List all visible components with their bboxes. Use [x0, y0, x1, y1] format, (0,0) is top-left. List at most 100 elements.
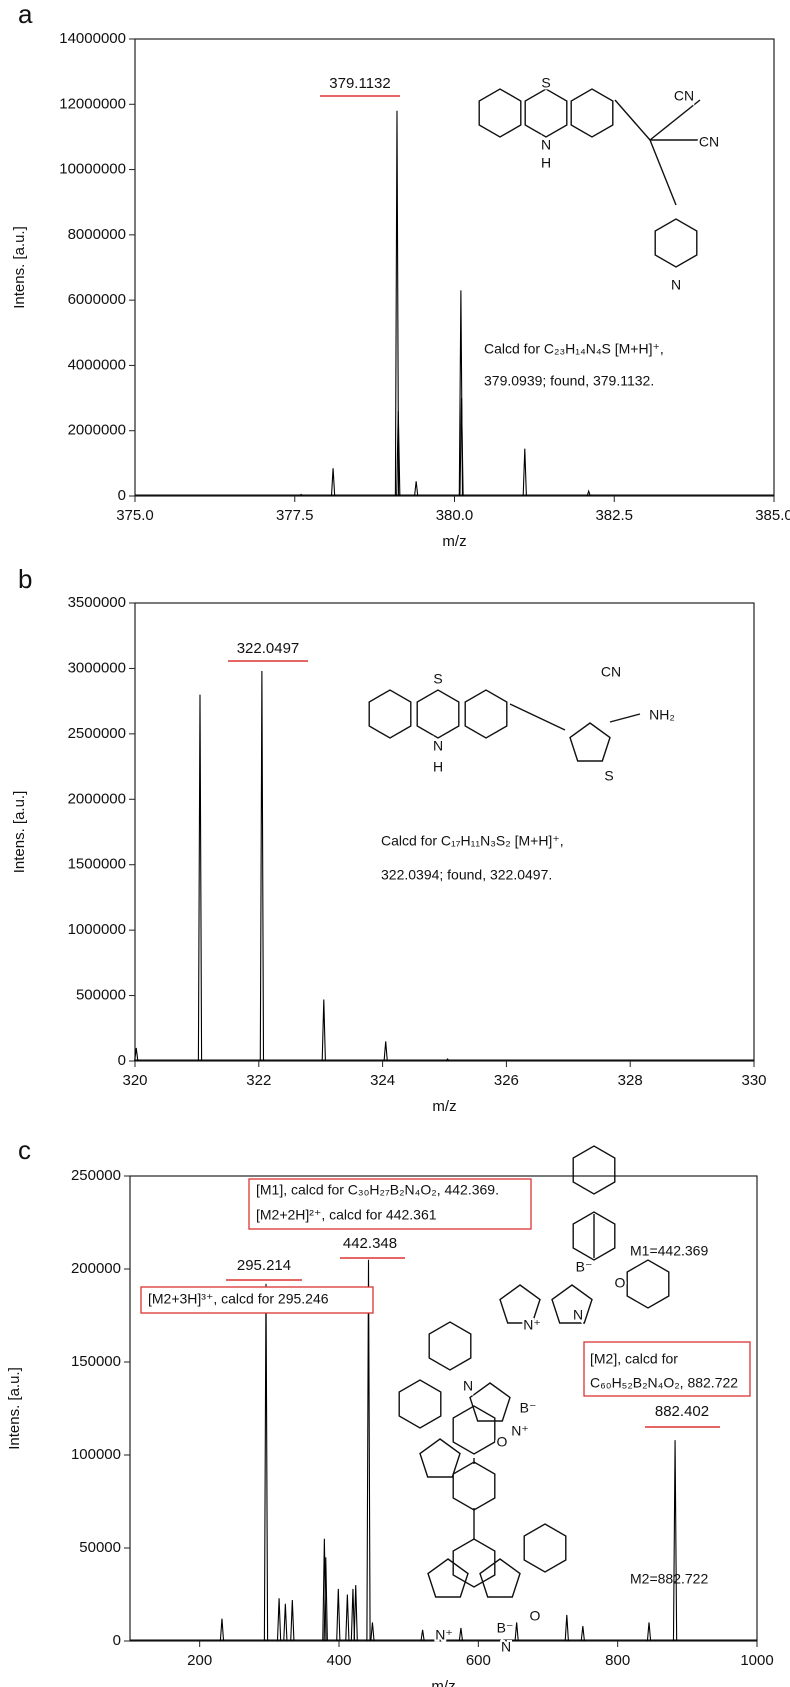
peak [323, 1557, 328, 1642]
peak [276, 1598, 282, 1642]
x-axis-label: m/z [432, 1098, 456, 1115]
y-tick-label: 200000 [71, 1260, 121, 1277]
annotation: [M2+3H]³⁺, calcd for 295.246 [148, 1291, 329, 1307]
peak [672, 1440, 678, 1642]
x-tick-label: 377.5 [276, 507, 314, 524]
annotation: [M2+2H]²⁺, calcd for 442.361 [256, 1207, 437, 1223]
atom-label: H [433, 759, 443, 775]
peak [370, 1622, 375, 1642]
y-tick-label: 150000 [71, 1353, 121, 1370]
peak [383, 1041, 388, 1062]
y-tick-label: 14000000 [59, 30, 126, 47]
y-tick-label: 3000000 [68, 659, 126, 676]
y-tick-label: 0 [118, 1052, 126, 1069]
atom-label: N⁺ [523, 1317, 541, 1333]
y-axis-label: Intens. [a.u.] [6, 1367, 23, 1450]
annotation: M2=882.722 [630, 1571, 708, 1587]
structure-ring [479, 1558, 521, 1598]
annotation-box [583, 1341, 751, 1397]
x-axis-label: m/z [431, 1678, 455, 1687]
peak [299, 493, 304, 497]
panel-label: c [18, 1135, 31, 1165]
atom-label: NH₂ [649, 707, 675, 723]
peak-label: 322.0497 [237, 640, 300, 657]
x-tick-label: 326 [494, 1072, 519, 1089]
peak [414, 481, 419, 497]
x-tick-label: 330 [741, 1072, 766, 1089]
structure-ring [452, 1405, 496, 1455]
y-tick-label: 0 [113, 1632, 121, 1649]
atom-label: CN [601, 664, 621, 680]
peak [197, 694, 203, 1062]
annotation-box [140, 1286, 374, 1314]
peak [345, 1594, 350, 1642]
annotation: Calcd for C₁₇H₁₁N₃S₂ [M+H]⁺, [381, 833, 564, 849]
atom-label: H [541, 155, 551, 171]
peak [134, 1047, 139, 1062]
y-tick-label: 2500000 [68, 725, 126, 742]
structure-ring [570, 88, 614, 138]
x-tick-label: 600 [466, 1652, 491, 1669]
structure-ring [416, 689, 460, 739]
peak [514, 1622, 519, 1642]
structure-ring [398, 1379, 442, 1429]
annotation: [M1], calcd for C₃₀H₂₇B₂N₄O₂, 442.369. [256, 1182, 499, 1198]
structure-bond [609, 713, 641, 723]
structure-bond [509, 703, 566, 731]
y-tick-label: 12000000 [59, 95, 126, 112]
structure-ring [572, 1211, 616, 1261]
x-tick-label: 320 [122, 1072, 147, 1089]
x-tick-label: 324 [370, 1072, 395, 1089]
atom-label: S [541, 75, 550, 91]
atom-label: S [433, 671, 442, 687]
peak [330, 468, 336, 497]
peak [219, 1618, 225, 1642]
peak [321, 999, 326, 1062]
peak-label: 442.348 [343, 1235, 397, 1252]
x-tick-label: 322 [246, 1072, 271, 1089]
peak [458, 1627, 464, 1642]
peak-label: 379.1132 [329, 75, 390, 92]
annotation: [M2], calcd for [590, 1351, 678, 1367]
structure-ring [427, 1558, 469, 1598]
y-axis-label: Intens. [a.u.] [11, 791, 28, 874]
x-tick-label: 380.0 [436, 507, 474, 524]
peak [445, 1058, 450, 1062]
structure-ring [469, 1382, 511, 1422]
plot-frame [134, 38, 775, 497]
structure-bond [649, 99, 701, 141]
structure-ring [428, 1321, 472, 1371]
y-tick-label: 250000 [71, 1167, 121, 1184]
annotation: 322.0394; found, 322.0497. [381, 867, 552, 883]
peak [586, 489, 591, 497]
structure-ring [452, 1461, 496, 1511]
peak [564, 1614, 569, 1642]
annotation: Calcd for C₂₃H₁₄N₄S [M+H]⁺, [484, 341, 664, 357]
structure-ring [499, 1284, 541, 1324]
structure-ring [478, 88, 522, 138]
atom-label: N [463, 1378, 473, 1394]
y-tick-label: 50000 [79, 1539, 121, 1556]
y-tick-label: 2000000 [68, 422, 126, 439]
atom-label: CN [699, 134, 719, 150]
y-tick-label: 1000000 [68, 921, 126, 938]
structure-ring [464, 689, 508, 739]
atom-label: O [497, 1434, 508, 1450]
atom-label: N⁺ [435, 1627, 453, 1643]
atom-label: B⁻ [497, 1620, 514, 1636]
x-tick-label: 1000 [740, 1652, 773, 1669]
peak [366, 1259, 371, 1642]
y-tick-label: 10000000 [59, 161, 126, 178]
y-tick-label: 100000 [71, 1446, 121, 1463]
annotation: M1=442.369 [630, 1243, 708, 1259]
peak-label: 295.214 [237, 1257, 291, 1274]
annotation: 379.0939; found, 379.1132. [484, 373, 654, 389]
structure-bond [614, 99, 651, 141]
panel-label: b [18, 564, 32, 594]
atom-label: B⁻ [520, 1400, 537, 1416]
y-tick-label: 2000000 [68, 790, 126, 807]
panel-label: a [18, 0, 33, 29]
peak [350, 1588, 356, 1642]
peak [394, 110, 400, 497]
